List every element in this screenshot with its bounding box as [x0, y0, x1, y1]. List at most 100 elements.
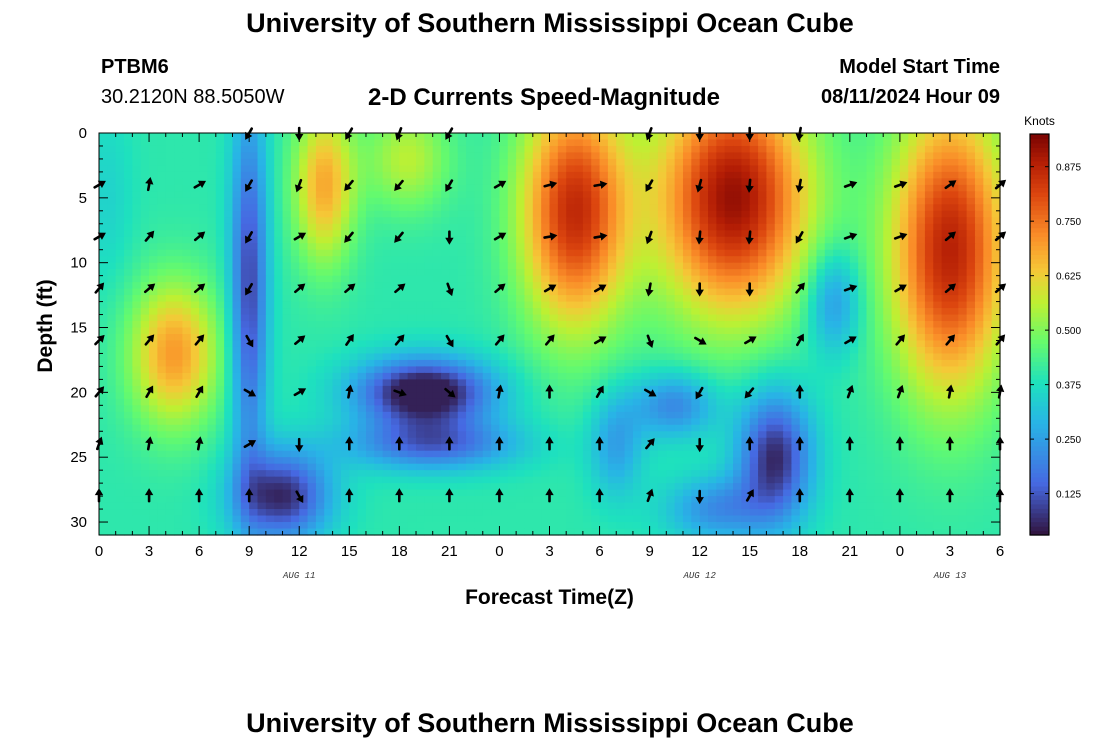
- heatmap-cell: [791, 178, 801, 186]
- heatmap-cell: [466, 197, 476, 205]
- heatmap-cell: [199, 385, 209, 393]
- heatmap-cell: [883, 295, 893, 303]
- heatmap-cell: [566, 165, 576, 173]
- heatmap-cell: [833, 282, 843, 290]
- heatmap-cell: [265, 288, 275, 296]
- heatmap-cell: [407, 165, 417, 173]
- heatmap-cell: [666, 184, 676, 192]
- heatmap-cell: [407, 171, 417, 179]
- heatmap-cell: [808, 424, 818, 432]
- heatmap-cell: [983, 282, 993, 290]
- heatmap-cell: [824, 249, 834, 257]
- heatmap-cell: [866, 171, 876, 179]
- heatmap-cell: [841, 334, 851, 342]
- heatmap-cell: [457, 191, 467, 199]
- heatmap-cell: [165, 262, 175, 270]
- heatmap-cell: [607, 145, 617, 154]
- heatmap-cell: [157, 314, 167, 322]
- heatmap-cell: [516, 334, 526, 342]
- heatmap-cell: [382, 223, 392, 231]
- heatmap-cell: [232, 133, 242, 141]
- heatmap-cell: [657, 171, 667, 179]
- heatmap-cell: [691, 321, 701, 329]
- heatmap-cell: [299, 295, 309, 303]
- heatmap-cell: [407, 256, 417, 264]
- heatmap-cell: [124, 249, 133, 257]
- heatmap-cell: [624, 262, 634, 270]
- heatmap-cell: [849, 269, 859, 277]
- heatmap-cell: [290, 223, 300, 231]
- heatmap-cell: [282, 230, 292, 238]
- heatmap-cell: [624, 197, 634, 205]
- heatmap-cell: [682, 308, 692, 316]
- heatmap-cell: [365, 269, 375, 277]
- heatmap-cell: [766, 392, 776, 400]
- heatmap-cell: [124, 158, 133, 167]
- heatmap-cell: [966, 191, 976, 199]
- heatmap-cell: [791, 346, 801, 355]
- heatmap-cell: [708, 184, 717, 192]
- heatmap-cell: [541, 405, 551, 413]
- heatmap-cell: [849, 327, 859, 335]
- heatmap-cell: [641, 418, 651, 426]
- heatmap-cell: [866, 398, 876, 406]
- heatmap-cell: [124, 340, 133, 348]
- heatmap-cell: [132, 275, 142, 283]
- heatmap-cell: [332, 359, 342, 368]
- heatmap-cell: [991, 314, 1001, 322]
- heatmap-cell: [607, 379, 617, 387]
- heatmap-cell: [774, 295, 784, 303]
- heatmap-cell: [165, 431, 175, 439]
- heatmap-cell: [174, 321, 184, 329]
- heatmap-cell: [507, 392, 517, 400]
- heatmap-cell: [891, 308, 901, 316]
- heatmap-cell: [207, 314, 217, 322]
- heatmap-cell: [808, 184, 818, 192]
- heatmap-cell: [666, 295, 676, 303]
- heatmap-cell: [424, 405, 434, 413]
- heatmap-cell: [941, 411, 951, 419]
- heatmap-cell: [866, 359, 876, 368]
- heatmap-cell: [657, 249, 667, 257]
- heatmap-cell: [791, 359, 801, 368]
- heatmap-cell: [407, 321, 417, 329]
- heatmap-cell: [708, 262, 717, 270]
- heatmap-cell: [215, 379, 225, 387]
- heatmap-cell: [724, 359, 734, 368]
- heatmap-cell: [282, 308, 292, 316]
- heatmap-cell: [699, 133, 709, 141]
- heatmap-cell: [299, 301, 309, 309]
- heatmap-cell: [716, 204, 726, 212]
- heatmap-cell: [632, 256, 642, 264]
- heatmap-cell: [766, 282, 776, 290]
- heatmap-cell: [666, 321, 676, 329]
- heatmap-cell: [449, 256, 459, 264]
- heatmap-cell: [524, 398, 534, 406]
- heatmap-cell: [983, 133, 993, 141]
- heatmap-cell: [874, 411, 884, 419]
- heatmap-cell: [532, 210, 542, 218]
- heatmap-cell: [808, 385, 818, 393]
- heatmap-cell: [582, 243, 592, 251]
- heatmap-cell: [315, 288, 325, 296]
- heatmap-cell: [132, 295, 142, 303]
- heatmap-cell: [808, 243, 818, 251]
- heatmap-cell: [407, 282, 417, 290]
- heatmap-cell: [257, 314, 267, 322]
- heatmap-cell: [657, 145, 667, 154]
- heatmap-cell: [866, 405, 876, 413]
- heatmap-cell: [140, 359, 150, 368]
- heatmap-cell: [499, 184, 509, 192]
- heatmap-cell: [174, 431, 184, 439]
- heatmap-cell: [516, 269, 526, 277]
- heatmap-cell: [591, 334, 601, 342]
- heatmap-cell: [232, 405, 242, 413]
- heatmap-cell: [599, 405, 609, 413]
- heatmap-cell: [507, 171, 517, 179]
- heatmap-cell: [265, 171, 275, 179]
- heatmap-cell: [674, 411, 684, 419]
- heatmap-cell: [399, 346, 409, 355]
- heatmap-cell: [449, 340, 459, 348]
- heatmap-cell: [474, 359, 484, 368]
- heatmap-cell: [132, 366, 142, 374]
